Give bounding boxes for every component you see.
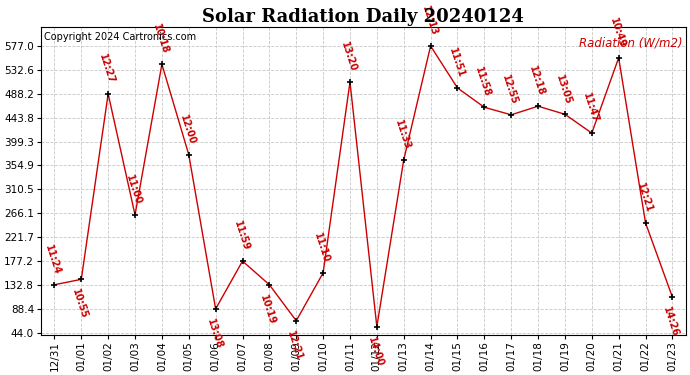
- Text: 10:19: 10:19: [259, 293, 277, 326]
- Text: 12:55: 12:55: [500, 74, 520, 106]
- Text: 10:55: 10:55: [70, 288, 90, 321]
- Text: Radiation (W/m2): Radiation (W/m2): [579, 36, 682, 50]
- Text: 11:00: 11:00: [124, 174, 144, 206]
- Text: 11:59: 11:59: [232, 220, 250, 252]
- Text: 13:08: 13:08: [205, 318, 224, 350]
- Text: 11:58: 11:58: [473, 66, 493, 99]
- Text: 11:33: 11:33: [393, 119, 412, 152]
- Text: 12:21: 12:21: [635, 182, 653, 214]
- Title: Solar Radiation Daily 20240124: Solar Radiation Daily 20240124: [202, 8, 524, 26]
- Text: 13:05: 13:05: [554, 73, 573, 106]
- Text: 12:21: 12:21: [286, 329, 304, 362]
- Text: 13:20: 13:20: [339, 41, 358, 74]
- Text: Copyright 2024 Cartronics.com: Copyright 2024 Cartronics.com: [44, 32, 197, 42]
- Text: 14:00: 14:00: [366, 335, 385, 368]
- Text: 12:13: 12:13: [420, 5, 439, 38]
- Text: 11:24: 11:24: [43, 243, 63, 276]
- Text: 11:47: 11:47: [581, 92, 600, 124]
- Text: 12:27: 12:27: [97, 53, 117, 85]
- Text: 12:00: 12:00: [178, 113, 197, 146]
- Text: 11:51: 11:51: [446, 47, 466, 80]
- Text: 10:18: 10:18: [151, 23, 170, 56]
- Text: 10:49: 10:49: [608, 16, 627, 49]
- Text: 11:10: 11:10: [312, 232, 331, 264]
- Text: 14:26: 14:26: [662, 306, 680, 338]
- Text: 12:18: 12:18: [527, 65, 546, 98]
